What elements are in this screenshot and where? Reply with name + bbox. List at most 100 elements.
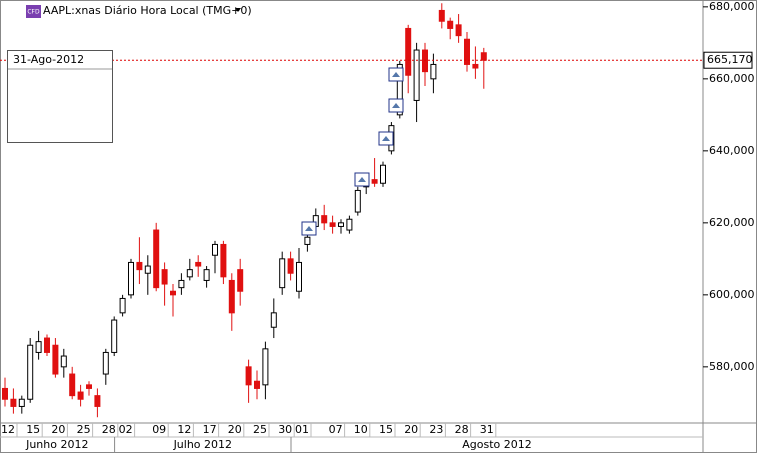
- month-label: Julho 2012: [173, 438, 232, 451]
- y-tick-label: 580,000: [709, 360, 755, 373]
- candle-body: [228, 279, 235, 314]
- candle-body: [338, 222, 344, 227]
- candle-body: [472, 63, 479, 69]
- candle-body: [329, 222, 336, 227]
- cfd-icon-text: CFD: [27, 9, 40, 16]
- candle-body: [413, 49, 420, 101]
- candle-body: [186, 269, 193, 278]
- candle-body: [27, 344, 34, 400]
- y-tick-label: 660,000: [709, 72, 755, 85]
- x-tick-label: 10: [354, 423, 368, 436]
- candle-body: [438, 9, 445, 22]
- candle-body: [464, 38, 470, 65]
- candle-body: [480, 52, 487, 61]
- candle-body: [18, 398, 25, 407]
- candle-body: [102, 351, 109, 375]
- x-tick-label: 28: [455, 423, 469, 436]
- x-tick-label: 23: [429, 423, 443, 436]
- header-title[interactable]: AAPL:xnas Diário Hora Local (TMG+0): [43, 4, 252, 17]
- dropdown-arrow[interactable]: [235, 8, 241, 12]
- candle-body: [2, 387, 8, 400]
- event-marker-icon: [392, 103, 400, 108]
- x-tick-label: 25: [77, 423, 91, 436]
- candle-body: [212, 243, 218, 256]
- candle-body: [262, 348, 269, 386]
- cfd-icon: [26, 5, 41, 18]
- candle-body: [220, 243, 227, 278]
- candle-body: [203, 269, 210, 281]
- info-frame: [7, 50, 113, 143]
- y-tick-label: 680,000: [709, 0, 755, 13]
- candle-body: [455, 24, 462, 37]
- month-label: Junho 2012: [25, 438, 88, 451]
- candle-body: [245, 366, 252, 386]
- month-label: Agosto 2012: [462, 438, 532, 451]
- x-tick-label: 02: [119, 423, 133, 436]
- candle-body: [237, 269, 244, 292]
- last-price-box: [703, 51, 753, 69]
- x-tick-label: 20: [51, 423, 65, 436]
- info-box: 31-Ago-2012: [7, 50, 113, 143]
- candle-body: [161, 269, 168, 285]
- x-tick-label: 01: [295, 423, 309, 436]
- candle-body: [371, 179, 378, 184]
- candle-body: [304, 236, 311, 245]
- candle-body: [44, 337, 50, 353]
- candle-body: [111, 319, 118, 353]
- candle-body: [144, 265, 151, 274]
- candle-body: [195, 261, 202, 267]
- candle-body: [346, 218, 353, 231]
- candle-body: [430, 63, 437, 80]
- candle-body: [254, 380, 260, 389]
- x-tick-label: 17: [203, 423, 217, 436]
- x-tick-label: 09: [152, 423, 166, 436]
- x-tick-label: 15: [379, 423, 393, 436]
- x-tick-label: 20: [228, 423, 242, 436]
- candle-body: [52, 344, 59, 375]
- x-tick-label: 31: [480, 423, 494, 436]
- event-marker-icon: [305, 226, 313, 231]
- candle-body: [178, 279, 185, 289]
- candle-body: [321, 215, 328, 224]
- candle-body: [380, 164, 386, 184]
- candle-body: [170, 290, 176, 296]
- candle-body: [69, 373, 76, 397]
- candle-body: [77, 391, 84, 400]
- candle-body: [447, 20, 454, 29]
- candle-body: [86, 384, 92, 389]
- candle-body: [10, 398, 17, 407]
- x-tick-label: 28: [102, 423, 116, 436]
- x-tick-label: 30: [278, 423, 292, 436]
- candle-body: [296, 261, 302, 292]
- x-tick-label: 20: [404, 423, 418, 436]
- candle-body: [270, 312, 277, 328]
- y-tick-label: 640,000: [709, 144, 755, 157]
- candle-body: [422, 49, 428, 73]
- last-price-label: 665,170: [707, 53, 753, 66]
- x-tick-label: 25: [253, 423, 267, 436]
- candle-body: [354, 189, 361, 213]
- event-marker-icon: [382, 136, 390, 141]
- candle-body: [94, 395, 101, 407]
- x-tick-label: 15: [26, 423, 40, 436]
- y-tick-label: 600,000: [709, 288, 755, 301]
- candle-body: [279, 258, 286, 289]
- candle-body: [396, 63, 403, 116]
- candle-body: [35, 341, 42, 353]
- candle-body: [405, 27, 412, 76]
- event-marker-icon: [392, 72, 400, 77]
- candle-body: [153, 229, 160, 289]
- candle-body: [136, 261, 143, 271]
- x-tick-label: 12: [177, 423, 191, 436]
- candle-body: [119, 297, 126, 314]
- x-tick-label: 12: [1, 423, 15, 436]
- event-marker-icon: [358, 177, 366, 182]
- y-tick-label: 620,000: [709, 216, 755, 229]
- candle-body: [128, 261, 134, 296]
- info-date: 31-Ago-2012: [13, 53, 84, 66]
- candle-body: [60, 355, 67, 368]
- x-tick-label: 07: [329, 423, 343, 436]
- candle-body: [287, 258, 294, 274]
